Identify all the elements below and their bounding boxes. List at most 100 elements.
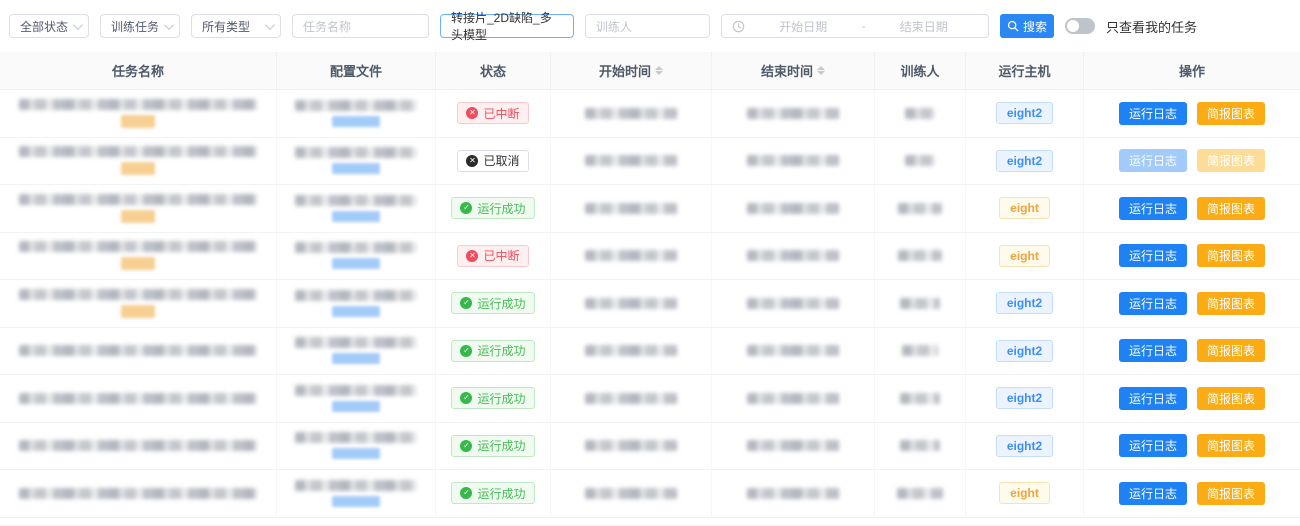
trainer-cell [875,232,966,279]
start-time-cell [551,280,712,327]
host-cell: eight2 [966,422,1084,469]
column-header-start-time[interactable]: 开始时间 [551,52,712,89]
run-log-button[interactable]: 运行日志 [1118,291,1187,315]
end-time-cell [712,137,875,184]
run-log-button[interactable]: 运行日志 [1118,434,1187,458]
host-badge: eight2 [995,339,1054,362]
column-header-actions: 操作 [1178,64,1205,79]
status-label: 已取消 [483,154,520,169]
trainer-cell [875,375,966,422]
search-icon [1007,20,1019,32]
redacted-task-name [19,392,257,404]
config-file-link[interactable] [332,448,380,460]
report-chart-button[interactable]: 简报图表 [1197,291,1266,315]
table-body: ✕ 已中断 eight2 运行日志 简报图表 [0,90,1300,518]
redacted-config-name [295,479,417,491]
config-file-link[interactable] [332,305,380,317]
redacted-config-name [295,337,417,349]
end-date-field[interactable]: 结束日期 [899,19,948,34]
task-name-cell [0,470,277,517]
my-tasks-toggle[interactable] [1065,18,1095,34]
trainer-cell [875,327,966,374]
trainer-cell [875,470,966,517]
task-search-input[interactable]: 转接片_2D缺陷_多头模型 [440,11,574,42]
sort-icon[interactable] [817,66,825,75]
report-chart-button[interactable]: 简报图表 [1197,149,1266,173]
report-chart-button[interactable]: 简报图表 [1197,339,1266,363]
config-file-link[interactable] [332,210,380,222]
run-log-button[interactable]: 运行日志 [1118,244,1187,268]
task-name-input[interactable]: 任务名称 [292,14,429,38]
redacted-end-time [747,392,839,404]
run-log-button[interactable]: 运行日志 [1118,149,1187,173]
redacted-start-time [585,487,677,499]
status-icon: ✓ [460,392,473,405]
table-header: 任务名称 配置文件 状态 开始时间 结束时间 训练人 运行主机 操作 [0,52,1300,90]
actions-cell: 运行日志 简报图表 [1084,185,1300,232]
report-chart-button[interactable]: 简报图表 [1197,386,1266,410]
run-log-button[interactable]: 运行日志 [1118,196,1187,220]
report-chart-button[interactable]: 简报图表 [1197,481,1266,505]
config-file-link[interactable] [332,258,380,270]
status-badge: ✓ 运行成功 [451,434,535,457]
task-type-select[interactable]: 训练任务 [100,14,180,38]
trainer-cell [875,422,966,469]
redacted-trainer [900,297,940,309]
redacted-task-name [19,193,257,205]
config-file-link[interactable] [332,495,380,507]
trainer-cell [875,280,966,327]
table-row: ✓ 运行成功 eight2 运行日志 简报图表 [0,422,1300,470]
start-time-cell [551,375,712,422]
status-cell: ✓ 运行成功 [436,327,551,374]
start-date-field[interactable]: 开始日期 [779,19,828,34]
end-time-cell [712,375,875,422]
actions-cell: 运行日志 简报图表 [1084,328,1300,375]
task-name-placeholder: 任务名称 [303,19,352,34]
config-file-cell [277,327,436,374]
end-time-cell [712,280,875,327]
task-search-value: 转接片_2D缺陷_多头模型 [451,11,552,42]
status-badge: ✓ 运行成功 [451,292,535,315]
redacted-task-name [19,288,257,300]
status-icon: ✓ [460,344,473,357]
config-file-link[interactable] [332,163,380,175]
config-file-link[interactable] [332,115,380,127]
config-file-link[interactable] [332,353,380,365]
host-cell: eight2 [966,137,1084,184]
run-log-button[interactable]: 运行日志 [1118,339,1187,363]
report-chart-button[interactable]: 简报图表 [1197,101,1266,125]
report-chart-button[interactable]: 简报图表 [1197,244,1266,268]
run-log-button[interactable]: 运行日志 [1118,386,1187,410]
config-file-link[interactable] [332,400,380,412]
status-select[interactable]: 全部状态 [9,14,89,38]
column-header-end-time[interactable]: 结束时间 [712,52,875,89]
chevron-down-icon [264,19,275,30]
partial-next-row [0,518,1300,526]
status-label: 运行成功 [477,296,526,311]
run-log-button[interactable]: 运行日志 [1118,481,1187,505]
date-range-picker[interactable]: 开始日期 - 结束日期 [721,14,989,38]
redacted-task-name [19,146,257,158]
status-badge: ✓ 运行成功 [451,482,535,505]
search-button-label: 搜索 [1022,19,1047,34]
report-chart-button[interactable]: 简报图表 [1197,196,1266,220]
category-select-value: 所有类型 [202,19,251,34]
task-name-cell [0,422,277,469]
trainer-input[interactable]: 训练人 [585,14,710,38]
redacted-trainer [905,107,935,119]
sort-icon[interactable] [655,66,663,75]
redacted-task-name [19,440,257,452]
report-chart-button[interactable]: 简报图表 [1197,434,1266,458]
table-row: ✓ 运行成功 eight2 运行日志 简报图表 [0,280,1300,328]
status-label: 运行成功 [477,201,526,216]
category-select[interactable]: 所有类型 [191,14,281,38]
host-badge: eight2 [995,434,1054,457]
redacted-trainer [897,487,943,499]
redacted-config-name [295,194,417,206]
run-log-button[interactable]: 运行日志 [1118,101,1187,125]
search-button[interactable]: 搜索 [1000,14,1054,38]
host-cell: eight [966,470,1084,517]
start-time-cell [551,137,712,184]
host-badge: eight2 [995,149,1054,172]
redacted-task-name [19,241,257,253]
